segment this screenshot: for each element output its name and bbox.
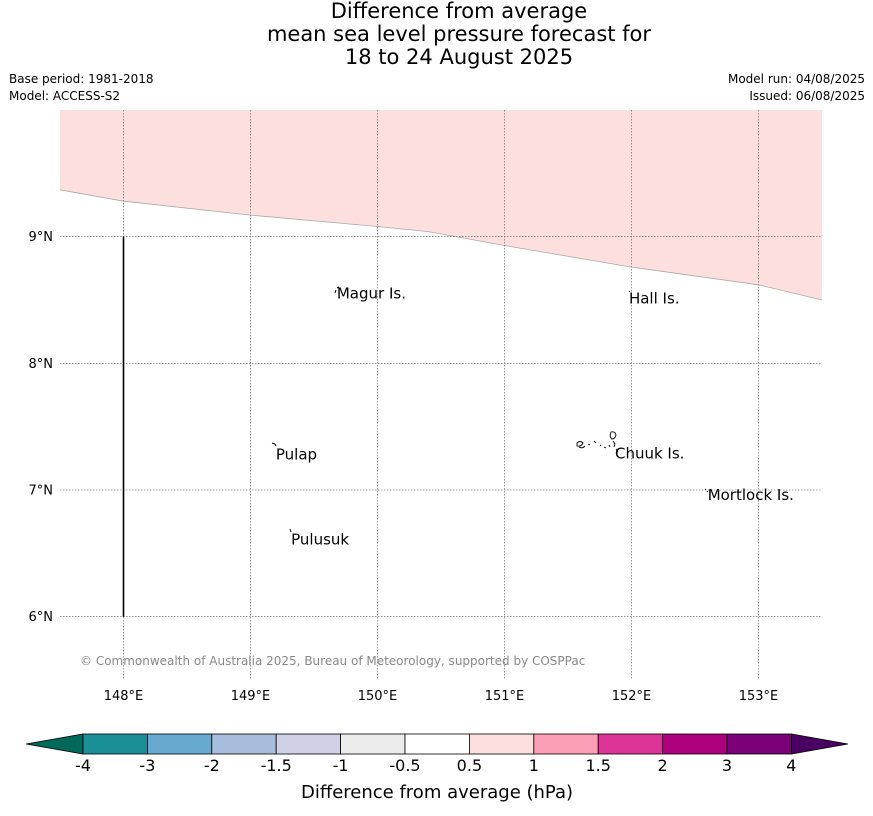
colorbar-tick-label: 0.5 xyxy=(457,756,482,775)
pulusuk-island-outline xyxy=(289,528,292,533)
colorbar-segment xyxy=(404,733,470,755)
lon-tick-label: 151°E xyxy=(485,689,525,704)
chuuk-lagoon-outline xyxy=(576,431,619,453)
pulap-island-outline xyxy=(271,442,277,447)
copyright-text: © Commonwealth of Australia 2025, Bureau… xyxy=(80,654,585,668)
place-label: Pulusuk xyxy=(291,530,349,548)
colorbar-segment xyxy=(468,733,535,755)
place-label: Pulap xyxy=(276,446,317,464)
colorbar-tick-label: -2 xyxy=(204,756,220,775)
colorbar-segment xyxy=(662,733,728,755)
lon-tick-label: 150°E xyxy=(358,689,398,704)
title-line-1: Difference from average xyxy=(330,0,588,23)
colorbar-tick-label: 2 xyxy=(658,756,668,775)
lat-tick-label: 8°N xyxy=(29,357,54,372)
lat-tick-label: 9°N xyxy=(29,230,54,245)
issued-date: Issued: 06/08/2025 xyxy=(749,89,865,103)
colorbar-label: Difference from average (hPa) xyxy=(301,782,573,803)
title-line-3: 18 to 24 August 2025 xyxy=(344,45,574,69)
meta-left: Base period: 1981-2018 Model: ACCESS-S2 xyxy=(9,71,154,105)
model-name: Model: ACCESS-S2 xyxy=(9,89,121,103)
colorbar-segment xyxy=(146,733,213,755)
colorbar-segment xyxy=(533,733,599,755)
lon-tick-label: 148°E xyxy=(104,689,144,704)
shaded-region-0.5-to-1 xyxy=(60,110,822,300)
colorbar-tick-label: -4 xyxy=(75,756,91,775)
colorbar-segment xyxy=(726,733,792,755)
lon-tick-label: 153°E xyxy=(739,689,779,704)
place-label: Mortlock Is. xyxy=(708,486,794,504)
colorbar: -4 -3 -2 -1.5 -1 -0.5 0.5 1 1.5 2 3 4 Difference fro… xyxy=(25,733,849,803)
island-outlines xyxy=(271,286,709,533)
place-label: Chuuk Is. xyxy=(615,444,684,462)
colorbar-tick-label: -3 xyxy=(139,756,155,775)
lat-tick-label: 6°N xyxy=(29,610,54,625)
shaded-region-boundary xyxy=(59,189,823,301)
colorbar-tick-label: 1 xyxy=(529,756,539,775)
lat-tick-label: 7°N xyxy=(29,484,54,499)
colorbar-tick-label: 1.5 xyxy=(585,756,610,775)
place-label: Magur Is. xyxy=(337,285,406,303)
colorbar-segment xyxy=(211,733,277,755)
colorbar-max-extend xyxy=(791,733,849,755)
colorbar-tick-label: -1 xyxy=(333,756,349,775)
hall-island-outline xyxy=(628,290,631,293)
place-label: Hall Is. xyxy=(629,290,680,308)
colorbar-tick-label: 3 xyxy=(722,756,732,775)
base-period: Base period: 1981-2018 xyxy=(9,72,154,86)
map-area: 148°E 149°E 150°E 151°E 152°E 153°E 9°N 8°N 7°N 6… xyxy=(29,110,823,704)
colorbar-tick-label: -0.5 xyxy=(389,756,420,775)
colorbar-min-extend xyxy=(25,733,84,755)
mortlock-island-outline xyxy=(704,488,709,493)
model-run: Model run: 04/08/2025 xyxy=(727,72,865,86)
colorbar-tick-label: -1.5 xyxy=(261,756,292,775)
lon-tick-label: 152°E xyxy=(612,689,652,704)
colorbar-segment xyxy=(597,733,664,755)
colorbar-segment xyxy=(340,733,406,755)
colorbar-tick-label: 4 xyxy=(786,756,796,775)
magur-island-outline xyxy=(334,286,340,294)
title-line-2: mean sea level pressure forecast for xyxy=(266,22,652,46)
colorbar-segment xyxy=(82,733,148,755)
meta-right: Model run: 04/08/2025 Issued: 06/08/2025 xyxy=(728,71,865,105)
map-title: Difference from average mean sea level p… xyxy=(0,0,873,69)
lon-tick-label: 149°E xyxy=(231,689,271,704)
colorbar-segment xyxy=(275,733,342,755)
